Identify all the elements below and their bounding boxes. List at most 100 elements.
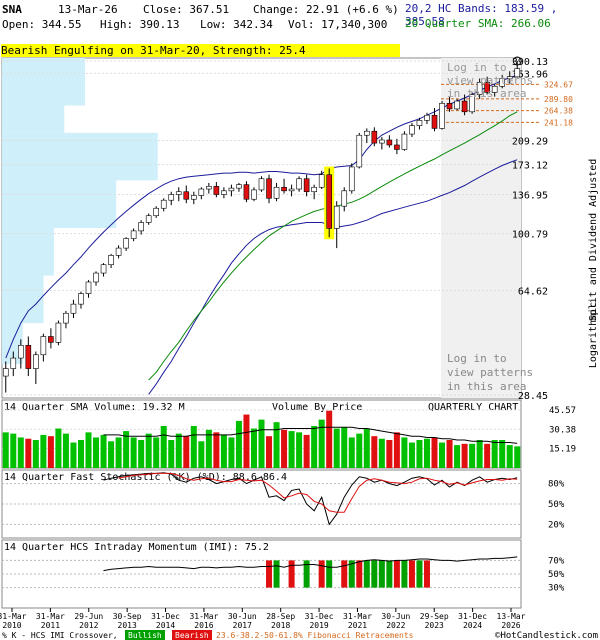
- price-tick-label: 136.95: [512, 191, 548, 202]
- momentum-bearish-bar: [408, 560, 415, 588]
- volume-bar: [123, 431, 130, 468]
- volume-bar: [220, 434, 227, 468]
- volume-bar: [145, 433, 152, 468]
- x-tick-label-year: 2010: [2, 621, 21, 630]
- volume-tick-label: 30.38: [549, 425, 576, 435]
- candle-up: [439, 103, 445, 129]
- volume-bar: [250, 428, 257, 468]
- candle-down: [281, 186, 287, 192]
- candle-down: [371, 130, 378, 144]
- volume-bar: [348, 437, 355, 468]
- candle-up: [138, 222, 144, 232]
- candle-up: [401, 133, 408, 150]
- volume-bar: [55, 428, 62, 468]
- volume-bar: [499, 439, 506, 468]
- candle-up: [130, 230, 137, 239]
- hc-band-upper: [5, 74, 518, 359]
- volume-bar: [108, 441, 115, 468]
- candle-down: [326, 174, 332, 229]
- fib-level-label: 324.67: [544, 80, 573, 89]
- candle-up: [258, 178, 265, 191]
- candle-up: [198, 188, 205, 196]
- momentum-tick-label: 50%: [548, 570, 565, 580]
- x-tick-label-date: 31-Dec: [458, 612, 487, 621]
- momentum-panel: 14 Quarter HCS Intraday Momentum (IMI): …: [1, 539, 565, 609]
- x-tick-label-date: 31-Mar: [0, 612, 27, 621]
- x-tick-label-year: 2021: [348, 621, 367, 630]
- volume-bar: [175, 433, 182, 468]
- x-tick-label-year: 2018: [271, 621, 290, 630]
- x-tick-label-date: 31-Mar: [36, 612, 65, 621]
- volume-bar: [273, 422, 280, 468]
- high-label: High: 390.13: [100, 18, 180, 31]
- price-tick-label: 64.62: [518, 286, 548, 297]
- candle-up: [33, 354, 39, 369]
- volume-bar: [235, 420, 242, 468]
- bearish-legend-swatch: [172, 630, 212, 640]
- momentum-bullish-bar: [371, 560, 378, 588]
- x-tick-label-date: 13-Mar: [497, 612, 526, 621]
- volume-bar: [160, 425, 167, 468]
- stochastic-k-line: [103, 472, 518, 526]
- stochastic-tick-label: 50%: [548, 500, 565, 510]
- candle-up: [379, 139, 385, 144]
- candle-up: [251, 189, 257, 200]
- volume-bar: [281, 429, 288, 468]
- volume-by-price-bar: [2, 58, 86, 106]
- candle-down: [394, 144, 400, 150]
- volume-bar: [371, 436, 378, 468]
- volume-bar: [266, 436, 273, 468]
- volume-bar: [378, 438, 385, 468]
- x-tick-label-date: 30-Sep: [113, 612, 142, 621]
- fibonacci-legend-label: 23.6-38.2-50-61.8% Fibonacci Retracement…: [216, 631, 414, 640]
- watermark-top: view patterns: [447, 74, 533, 87]
- candle-down: [25, 345, 32, 369]
- x-tick-label-year: 2026: [501, 621, 520, 630]
- x-tick-label-year: 2023: [425, 621, 444, 630]
- stochastic-tick-label: 20%: [548, 520, 565, 530]
- candle-up: [145, 215, 152, 223]
- watermark-top: in this area: [447, 87, 526, 100]
- candle-down: [213, 186, 220, 195]
- momentum-bearish-bar: [423, 560, 430, 588]
- chart-header: SNA 13-Mar-26 Close: 367.51 Change: 22.9…: [0, 0, 600, 58]
- volume-bar: [356, 433, 363, 468]
- volume-bar: [461, 443, 468, 468]
- volume-bar: [393, 432, 400, 468]
- momentum-bullish-bar: [378, 560, 385, 588]
- volume-bar: [476, 439, 483, 468]
- candle-up: [288, 188, 295, 192]
- price-tick-label: 353.96: [512, 69, 548, 80]
- price-tick-label: 173.12: [512, 161, 548, 172]
- x-tick-label-year: 2014: [156, 621, 175, 630]
- last-high-marker: [512, 56, 522, 66]
- volume-panel: 14 Quarter SMA Volume: 19.32 M Volume By …: [1, 399, 576, 469]
- momentum-line: [103, 556, 518, 572]
- volume-bar: [183, 436, 190, 468]
- chart-period-label: QUARTERLY CHART: [428, 402, 518, 413]
- y-axis-scale-label: Logarithmic: [588, 302, 599, 368]
- candle-down: [446, 103, 453, 110]
- candle-up: [364, 130, 370, 136]
- volume-by-price-bar: [2, 316, 23, 364]
- momentum-bullish-bar: [363, 560, 370, 588]
- candle-up: [18, 345, 24, 359]
- volume-bar: [288, 431, 295, 468]
- volume-by-price-bar: [2, 275, 44, 324]
- candle-up: [153, 207, 159, 217]
- price-tick-label: 28.45: [518, 391, 548, 402]
- fib-level-label: 289.80: [544, 95, 573, 104]
- volume-title: 14 Quarter SMA Volume: 19.32 M: [4, 402, 185, 413]
- candle-down: [386, 139, 393, 146]
- candle-down: [183, 191, 190, 200]
- volume-bar: [484, 443, 491, 468]
- candle-up: [318, 174, 325, 188]
- candle-up: [221, 190, 227, 195]
- candle-up: [191, 195, 197, 200]
- bearish-legend-label: Bearish: [175, 631, 209, 640]
- price-tick-label: 100.79: [512, 230, 548, 241]
- volume-bar: [100, 434, 107, 468]
- hc-bands-label: 20,2 HC Bands: 183.59 , 385.58: [405, 2, 558, 28]
- volume-bar: [47, 436, 54, 468]
